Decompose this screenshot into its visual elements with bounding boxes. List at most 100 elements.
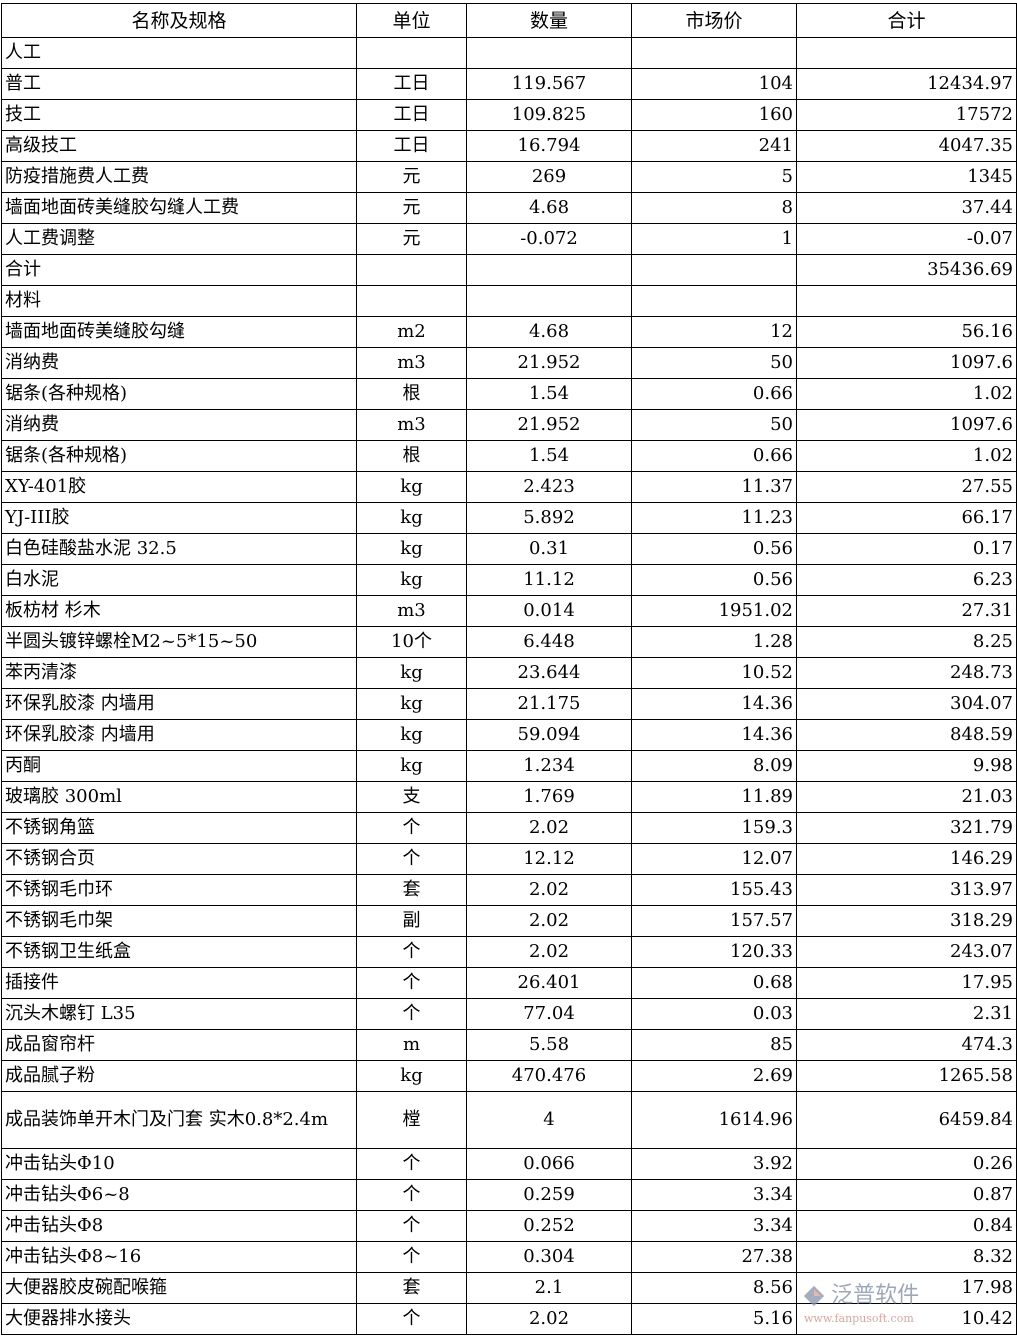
cell-total: 9.98 (796, 750, 1017, 782)
cell-quantity: 1.54 (466, 378, 632, 410)
cell-name: 不锈钢卫生纸盒 (1, 936, 357, 968)
cell-quantity: 21.175 (466, 688, 632, 720)
cell-price: 85 (631, 1029, 797, 1061)
cell-quantity: 12.12 (466, 843, 632, 875)
cell-quantity: 26.401 (466, 967, 632, 999)
cell-total: 6459.84 (796, 1091, 1017, 1149)
cell-price: 1.28 (631, 626, 797, 658)
cell-unit: 工日 (356, 68, 467, 100)
table-row: 不锈钢卫生纸盒个 2.02 120.33 243.07 (1, 936, 1017, 968)
table-row: 墙面地面砖美缝胶勾缝人工费元 4.68 8 37.44 (1, 192, 1017, 224)
cell-price: 10.52 (631, 657, 797, 689)
cell-price: 8 (631, 192, 797, 224)
cell-unit: 个 (356, 1210, 467, 1242)
cell-unit: kg (356, 502, 467, 534)
header-unit: 单位 (356, 3, 467, 38)
header-name: 名称及规格 (1, 3, 357, 38)
cell-name: 冲击钻头Φ8 (1, 1210, 357, 1242)
cell-name: 环保乳胶漆 内墙用 (1, 719, 357, 751)
cell-unit: kg (356, 1060, 467, 1092)
cell-quantity: -0.072 (466, 223, 632, 255)
cell-unit: kg (356, 533, 467, 565)
cell-unit: 樘 (356, 1091, 467, 1149)
cell-quantity: 0.31 (466, 533, 632, 565)
cell-quantity: 2.02 (466, 874, 632, 906)
cell-total: 1097.6 (796, 347, 1017, 379)
cell-price (631, 37, 797, 69)
cell-unit: 支 (356, 781, 467, 813)
table-row: 大便器胶皮碗配喉箍套 2.1 8.56 17.98 (1, 1272, 1017, 1304)
cell-price: 0.56 (631, 533, 797, 565)
cell-total: 66.17 (796, 502, 1017, 534)
table-row: 人工费调整元 -0.072 1 -0.07 (1, 223, 1017, 255)
table-row: 不锈钢合页个 12.12 12.07 146.29 (1, 843, 1017, 875)
cell-price: 11.23 (631, 502, 797, 534)
cell-total: 313.97 (796, 874, 1017, 906)
cell-total: 321.79 (796, 812, 1017, 844)
cell-price: 120.33 (631, 936, 797, 968)
cell-quantity: 0.304 (466, 1241, 632, 1273)
cell-total: 27.55 (796, 471, 1017, 503)
table-row: 普工 工日 119.567 104 12434.97 (1, 68, 1017, 100)
cell-total: 1265.58 (796, 1060, 1017, 1092)
cell-name: 成品腻子粉 (1, 1060, 357, 1092)
cell-unit (356, 285, 467, 317)
cell-unit: m2 (356, 316, 467, 348)
cell-total: 8.32 (796, 1241, 1017, 1273)
cell-total: 474.3 (796, 1029, 1017, 1061)
cell-unit: 个 (356, 936, 467, 968)
cell-unit: 工日 (356, 99, 467, 131)
cell-unit: m3 (356, 409, 467, 441)
cell-total: 0.84 (796, 1210, 1017, 1242)
cell-name: 防疫措施费人工费 (1, 161, 357, 193)
cell-total: 1097.6 (796, 409, 1017, 441)
materials-price-table: 名称及规格 单位 数量 市场价 合计 人工 普工 工日 119.567 104 12434… (1, 3, 1017, 1335)
cell-price: 157.57 (631, 905, 797, 937)
cell-quantity: 2.02 (466, 936, 632, 968)
cell-name: YJ-III胶 (1, 502, 357, 534)
cell-quantity: 470.476 (466, 1060, 632, 1092)
cell-unit: m (356, 1029, 467, 1061)
table-row: 冲击钻头Φ10 个 0.066 3.92 0.26 (1, 1148, 1017, 1180)
cell-unit: kg (356, 564, 467, 596)
cell-quantity (466, 254, 632, 286)
cell-price: 14.36 (631, 688, 797, 720)
cell-name: 冲击钻头Φ8~16 (1, 1241, 357, 1273)
cell-quantity: 0.259 (466, 1179, 632, 1211)
cell-quantity: 2.423 (466, 471, 632, 503)
cell-name: 冲击钻头Φ10 (1, 1148, 357, 1180)
table-row: 丙酮 kg 1.234 8.09 9.98 (1, 750, 1017, 782)
cell-total: 37.44 (796, 192, 1017, 224)
table-row: 锯条(各种规格) 根 1.54 0.66 1.02 (1, 440, 1017, 472)
cell-quantity: 1.769 (466, 781, 632, 813)
table-row: 技工 工日 109.825 160 17572 (1, 99, 1017, 131)
cell-total: 0.26 (796, 1148, 1017, 1180)
table-row: 插接件个 26.401 0.68 17.95 (1, 967, 1017, 999)
cell-quantity: 1.54 (466, 440, 632, 472)
cell-price: 50 (631, 347, 797, 379)
table-row: 冲击钻头Φ8~16 个 0.304 27.38 8.32 (1, 1241, 1017, 1273)
cell-quantity: 2.02 (466, 1303, 632, 1335)
cell-name: 墙面地面砖美缝胶勾缝 (1, 316, 357, 348)
cell-price: 8.56 (631, 1272, 797, 1304)
cell-total: 2.31 (796, 998, 1017, 1030)
table-row: 玻璃胶 300ml 支 1.769 11.89 21.03 (1, 781, 1017, 813)
cell-name: 普工 (1, 68, 357, 100)
table-row: 成品窗帘杆 m 5.58 85 474.3 (1, 1029, 1017, 1061)
cell-total (796, 37, 1017, 69)
cell-total: 0.17 (796, 533, 1017, 565)
cell-name: 插接件 (1, 967, 357, 999)
cell-unit: kg (356, 750, 467, 782)
cell-price: 8.09 (631, 750, 797, 782)
header-row: 名称及规格 单位 数量 市场价 合计 (1, 3, 1017, 38)
table-row: 人工 (1, 37, 1017, 69)
table-row: 环保乳胶漆 内墙用 kg 21.175 14.36 304.07 (1, 688, 1017, 720)
cell-unit: 10个 (356, 626, 467, 658)
cell-price: 0.66 (631, 378, 797, 410)
cell-name: 不锈钢角篮 (1, 812, 357, 844)
table-row: 消纳费 m3 21.952 50 1097.6 (1, 409, 1017, 441)
cell-total: 248.73 (796, 657, 1017, 689)
cell-price: 0.03 (631, 998, 797, 1030)
cell-unit: 根 (356, 378, 467, 410)
cell-unit: 元 (356, 192, 467, 224)
